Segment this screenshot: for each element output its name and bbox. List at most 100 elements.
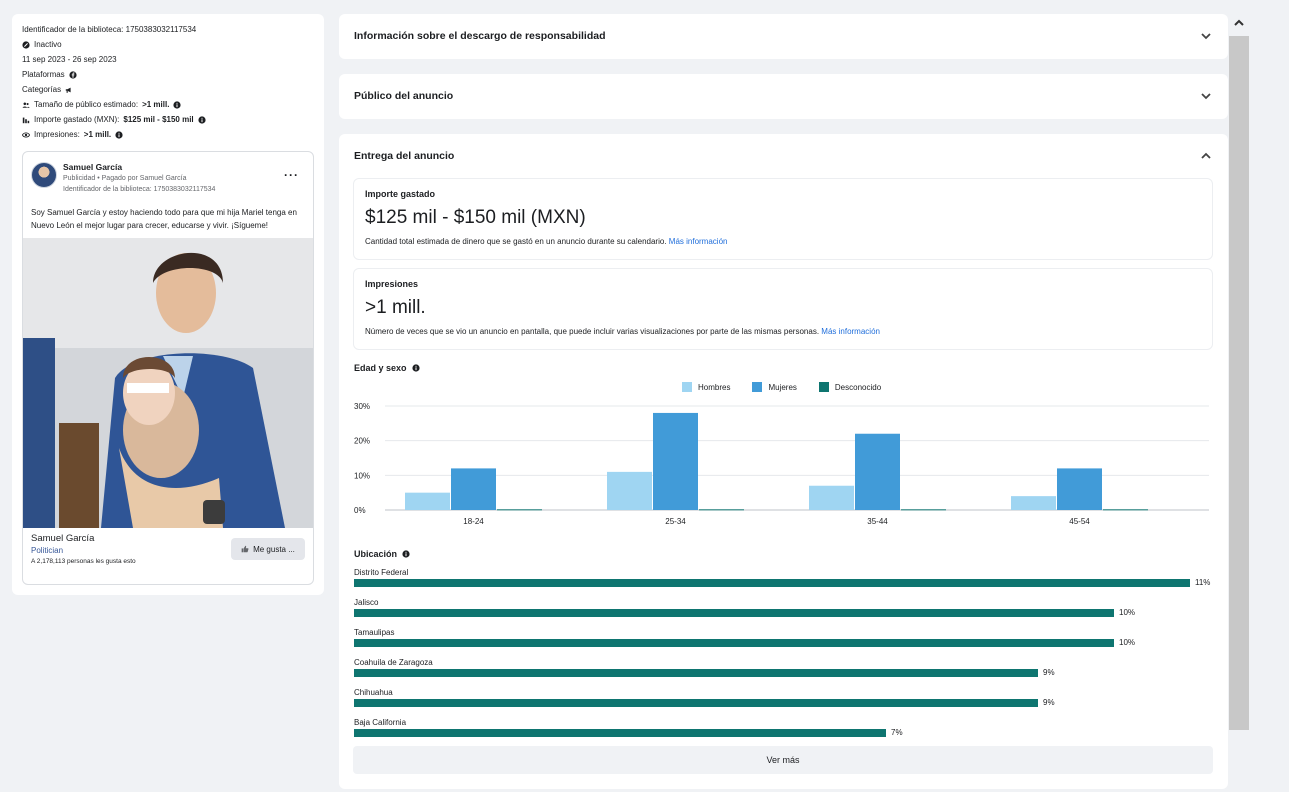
location-row: Distrito Federal 11% (354, 568, 1214, 598)
disclaimer-title: Información sobre el descargo de respons… (354, 30, 606, 42)
eye-icon (22, 131, 30, 139)
library-id-line: Identificador de la biblioteca: 17503830… (22, 25, 197, 34)
like-button[interactable]: Me gusta ... (231, 538, 305, 560)
chevron-down-icon[interactable] (1200, 30, 1212, 42)
footer-likes-count: A 2,178,113 personas les gusta esto (31, 558, 136, 565)
location-name: Coahuila de Zaragoza (354, 658, 433, 667)
see-more-button[interactable]: Ver más (353, 746, 1213, 774)
location-bar (354, 579, 1190, 587)
audience-section[interactable]: Público del anuncio (339, 74, 1228, 119)
location-percent: 9% (1043, 668, 1055, 677)
megaphone-icon (65, 86, 73, 94)
location-row: Coahuila de Zaragoza 9% (354, 658, 1214, 688)
dates-line: 11 sep 2023 - 26 sep 2023 (22, 55, 117, 64)
footer-page-name[interactable]: Samuel García (31, 533, 95, 544)
bar-hombres-25-34 (607, 471, 652, 510)
location-percent: 10% (1119, 608, 1136, 617)
location-bar (354, 639, 1114, 647)
location-bar (354, 609, 1114, 617)
more-options-icon[interactable]: ··· (284, 168, 299, 182)
info-icon[interactable] (402, 550, 410, 558)
disclaimer-section[interactable]: Información sobre el descargo de respons… (339, 14, 1228, 59)
thumbs-up-icon (241, 545, 249, 553)
amount-spent-description: Cantidad total estimada de dinero que se… (365, 237, 728, 246)
bar-mujeres-35-44 (855, 433, 900, 510)
location-name: Tamaulipas (354, 628, 395, 637)
bar-mujeres-18-24 (451, 468, 496, 510)
impressions-box: Impresiones >1 mill. Número de veces que… (353, 268, 1213, 350)
location-row: Chihuahua 9% (354, 688, 1214, 718)
more-info-link[interactable]: Más información (821, 327, 880, 336)
bar-desconocido-25-34 (699, 509, 744, 511)
y-tick-label: 20% (354, 437, 370, 446)
age-gender-title: Edad y sexo (354, 363, 420, 373)
legend-item-desconocido[interactable]: Desconocido (818, 382, 881, 392)
impressions-value: >1 mill. (365, 297, 426, 318)
avatar[interactable] (31, 162, 57, 188)
footer-page-category: Politician (31, 546, 64, 555)
inactive-status-icon (22, 40, 30, 49)
info-icon[interactable] (173, 100, 182, 109)
audience-size-line: Tamaño de público estimado: >1 mill. (22, 97, 314, 112)
ad-body-text: Soy Samuel García y estoy haciendo todo … (31, 208, 297, 230)
ad-page-name[interactable]: Samuel García (63, 162, 123, 172)
age-gender-chart: 0% 10% 20% 30% 18-24 25-34 35-44 45-54 (354, 402, 1209, 526)
bar-desconocido-18-24 (497, 509, 542, 511)
info-icon[interactable] (115, 130, 123, 139)
delivery-title: Entrega del anuncio (354, 150, 455, 162)
location-percent: 9% (1043, 698, 1055, 707)
ad-library-id: Identificador de la biblioteca: 17503830… (63, 186, 216, 193)
location-bar (354, 729, 886, 737)
impressions-line: Impresiones: >1 mill. (22, 127, 314, 142)
more-info-link[interactable]: Más información (668, 237, 728, 246)
location-name: Baja California (354, 718, 407, 727)
location-percent: 11% (1195, 578, 1211, 587)
ad-summary-panel: Identificador de la biblioteca: 17503830… (12, 14, 324, 595)
legend-item-hombres[interactable]: Hombres (682, 382, 730, 392)
bar-desconocido-35-44 (901, 509, 946, 511)
bar-hombres-45-54 (1011, 496, 1056, 510)
location-name: Distrito Federal (354, 568, 409, 577)
info-icon[interactable] (198, 115, 206, 124)
amount-spent-line: Importe gastado (MXN): $125 mil - $150 m… (22, 112, 314, 127)
scroll-up-icon[interactable] (1232, 16, 1246, 30)
chevron-down-icon[interactable] (1200, 90, 1212, 102)
categories-line: Categorías (22, 82, 314, 97)
facebook-icon (69, 70, 77, 79)
location-percent: 10% (1119, 638, 1136, 647)
amount-spent-label: Importe gastado (365, 189, 436, 199)
location-row: Tamaulipas 10% (354, 628, 1214, 658)
people-icon (22, 101, 30, 109)
impressions-description: Número de veces que se vio un anuncio en… (365, 327, 880, 336)
y-tick-label: 30% (354, 402, 370, 411)
bar-hombres-35-44 (809, 485, 854, 510)
amount-spent-value: $125 mil - $150 mil (MXN) (365, 207, 586, 228)
bar-hombres-18-24 (405, 492, 450, 510)
bar-mujeres-25-34 (653, 412, 698, 510)
ad-image (23, 238, 313, 528)
scrollbar[interactable] (1229, 36, 1249, 730)
chart-icon (22, 116, 30, 124)
legend-item-mujeres[interactable]: Mujeres (752, 382, 797, 392)
bar-desconocido-45-54 (1103, 509, 1148, 511)
location-name: Jalisco (354, 598, 379, 607)
x-tick-label: 45-54 (1069, 517, 1090, 526)
amount-spent-box: Importe gastado $125 mil - $150 mil (MXN… (353, 178, 1213, 260)
ad-sponsor-line: Publicidad • Pagado por Samuel García (63, 175, 187, 182)
ad-header: Samuel García Publicidad • Pagado por Sa… (23, 152, 313, 202)
bar-mujeres-45-54 (1057, 468, 1102, 510)
y-tick-label: 0% (354, 506, 366, 515)
chart-legend: Hombres Mujeres Desconocido (682, 382, 881, 392)
platforms-line: Plataformas (22, 67, 314, 82)
location-title: Ubicación (354, 549, 410, 559)
status-line: Inactivo (22, 37, 314, 52)
chevron-up-icon[interactable] (1200, 150, 1212, 162)
x-tick-label: 25-34 (665, 517, 686, 526)
location-name: Chihuahua (354, 688, 393, 697)
x-tick-label: 18-24 (463, 517, 484, 526)
location-percent: 7% (891, 728, 903, 737)
delivery-section: Entrega del anuncio Importe gastado $125… (339, 134, 1228, 789)
y-tick-label: 10% (354, 471, 370, 480)
info-icon[interactable] (411, 364, 420, 372)
audience-title: Público del anuncio (354, 90, 454, 102)
